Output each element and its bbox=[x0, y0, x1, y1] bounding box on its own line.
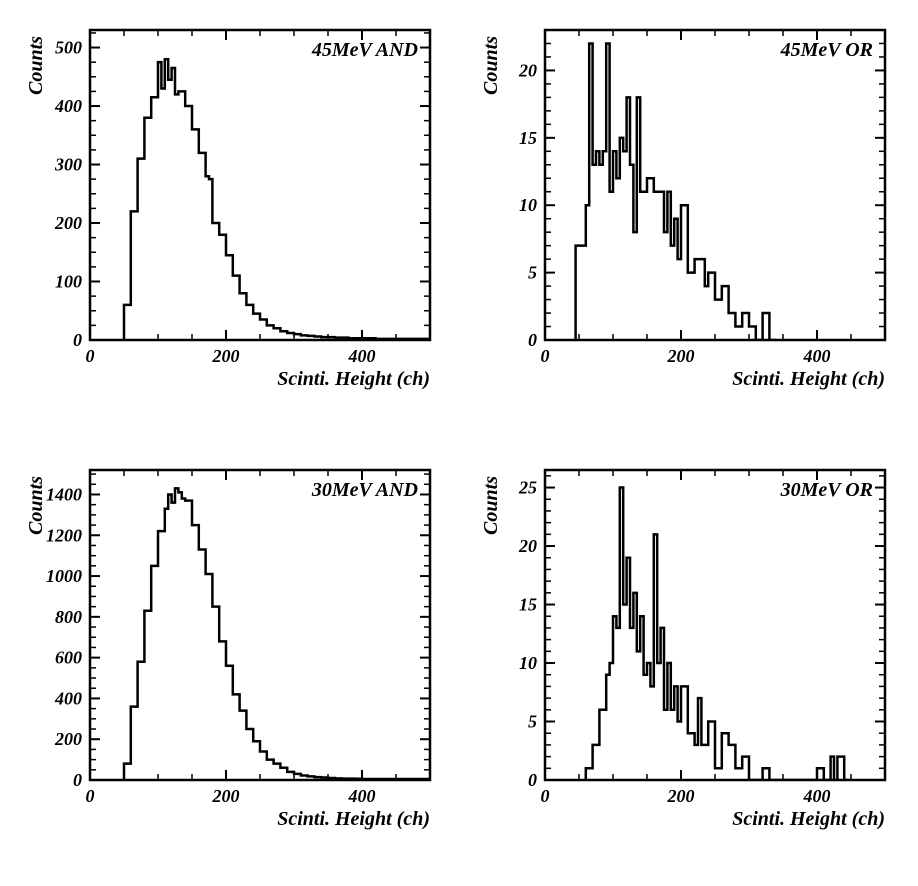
y-tick-label: 5 bbox=[528, 712, 537, 732]
chart-svg: 0 200 400 0 5 10 15 20 25 Scinti. Height (ch) Coun… bbox=[475, 460, 895, 840]
y-tick-label: 15 bbox=[519, 595, 537, 615]
y-axis-label: Counts bbox=[25, 36, 47, 95]
histogram-path bbox=[576, 43, 777, 340]
chart-svg: 0 200 400 0 100 200 300 400 500 Scinti. Height (c… bbox=[20, 20, 440, 400]
panel-45mev-or: 0 200 400 0 5 10 15 20 Scinti. Height (ch) Counts… bbox=[475, 20, 900, 420]
histogram-path bbox=[124, 59, 430, 340]
y-tick-label: 0 bbox=[528, 330, 537, 350]
y-tick-label: 1400 bbox=[46, 484, 82, 504]
panel-30mev-and: 0 200 400 0 200 400 600 800 1000 1200 1400 Scinti. … bbox=[20, 460, 445, 860]
x-tick-label: 200 bbox=[667, 346, 695, 366]
y-tick-label: 800 bbox=[55, 607, 82, 627]
panel-45mev-and: 0 200 400 0 100 200 300 400 500 Scinti. Height (c… bbox=[20, 20, 445, 420]
x-tick-label: 400 bbox=[803, 346, 831, 366]
y-tick-label: 0 bbox=[73, 330, 82, 350]
y-tick-label: 25 bbox=[518, 478, 537, 498]
y-tick-label: 400 bbox=[54, 96, 82, 116]
x-tick-label: 200 bbox=[212, 346, 240, 366]
panel-title: 30MeV OR bbox=[780, 479, 873, 501]
histogram-path bbox=[124, 488, 430, 780]
x-tick-label: 0 bbox=[541, 346, 550, 366]
y-tick-label: 200 bbox=[54, 729, 82, 749]
chart-svg: 0 200 400 0 5 10 15 20 Scinti. Height (ch) Counts… bbox=[475, 20, 895, 400]
histogram-path bbox=[586, 488, 851, 780]
x-tick-label: 200 bbox=[667, 786, 695, 806]
y-tick-label: 5 bbox=[528, 263, 537, 283]
panel-title: 45MeV AND bbox=[311, 39, 418, 61]
y-axis-label: Counts bbox=[480, 476, 502, 535]
x-tick-label: 200 bbox=[212, 786, 240, 806]
x-axis-label: Scinti. Height (ch) bbox=[732, 808, 885, 830]
x-tick-label: 0 bbox=[86, 346, 95, 366]
y-axis-label: Counts bbox=[480, 36, 502, 95]
panel-30mev-or: 0 200 400 0 5 10 15 20 25 Scinti. Height (ch) Coun… bbox=[475, 460, 900, 860]
x-tick-label: 0 bbox=[541, 786, 550, 806]
y-tick-label: 100 bbox=[55, 272, 82, 292]
y-tick-label: 1000 bbox=[46, 566, 82, 586]
y-tick-label: 0 bbox=[73, 770, 82, 790]
panel-title: 45MeV OR bbox=[780, 39, 873, 61]
x-tick-label: 400 bbox=[348, 346, 376, 366]
chart-svg: 0 200 400 0 200 400 600 800 1000 1200 1400 Scinti. … bbox=[20, 460, 440, 840]
chart-grid: 02004000100200300400500Scinti. Height (c… bbox=[20, 20, 900, 860]
y-tick-label: 15 bbox=[519, 128, 537, 148]
y-tick-label: 20 bbox=[518, 536, 537, 556]
y-tick-label: 400 bbox=[54, 688, 82, 708]
y-tick-label: 0 bbox=[528, 770, 537, 790]
x-tick-label: 0 bbox=[86, 786, 95, 806]
y-tick-label: 10 bbox=[519, 653, 537, 673]
y-tick-label: 600 bbox=[55, 648, 82, 668]
panel-title: 30MeV AND bbox=[311, 479, 418, 501]
x-axis-label: Scinti. Height (ch) bbox=[732, 368, 885, 390]
x-tick-label: 400 bbox=[803, 786, 831, 806]
x-axis-label: Scinti. Height (ch) bbox=[277, 368, 430, 390]
y-tick-label: 10 bbox=[519, 195, 537, 215]
y-tick-label: 20 bbox=[518, 60, 537, 80]
y-tick-label: 500 bbox=[55, 38, 82, 58]
y-tick-label: 1200 bbox=[46, 525, 82, 545]
y-axis-label: Counts bbox=[25, 476, 47, 535]
y-tick-label: 200 bbox=[54, 213, 82, 233]
x-axis-label: Scinti. Height (ch) bbox=[277, 808, 430, 830]
y-tick-label: 300 bbox=[54, 155, 82, 175]
x-tick-label: 400 bbox=[348, 786, 376, 806]
